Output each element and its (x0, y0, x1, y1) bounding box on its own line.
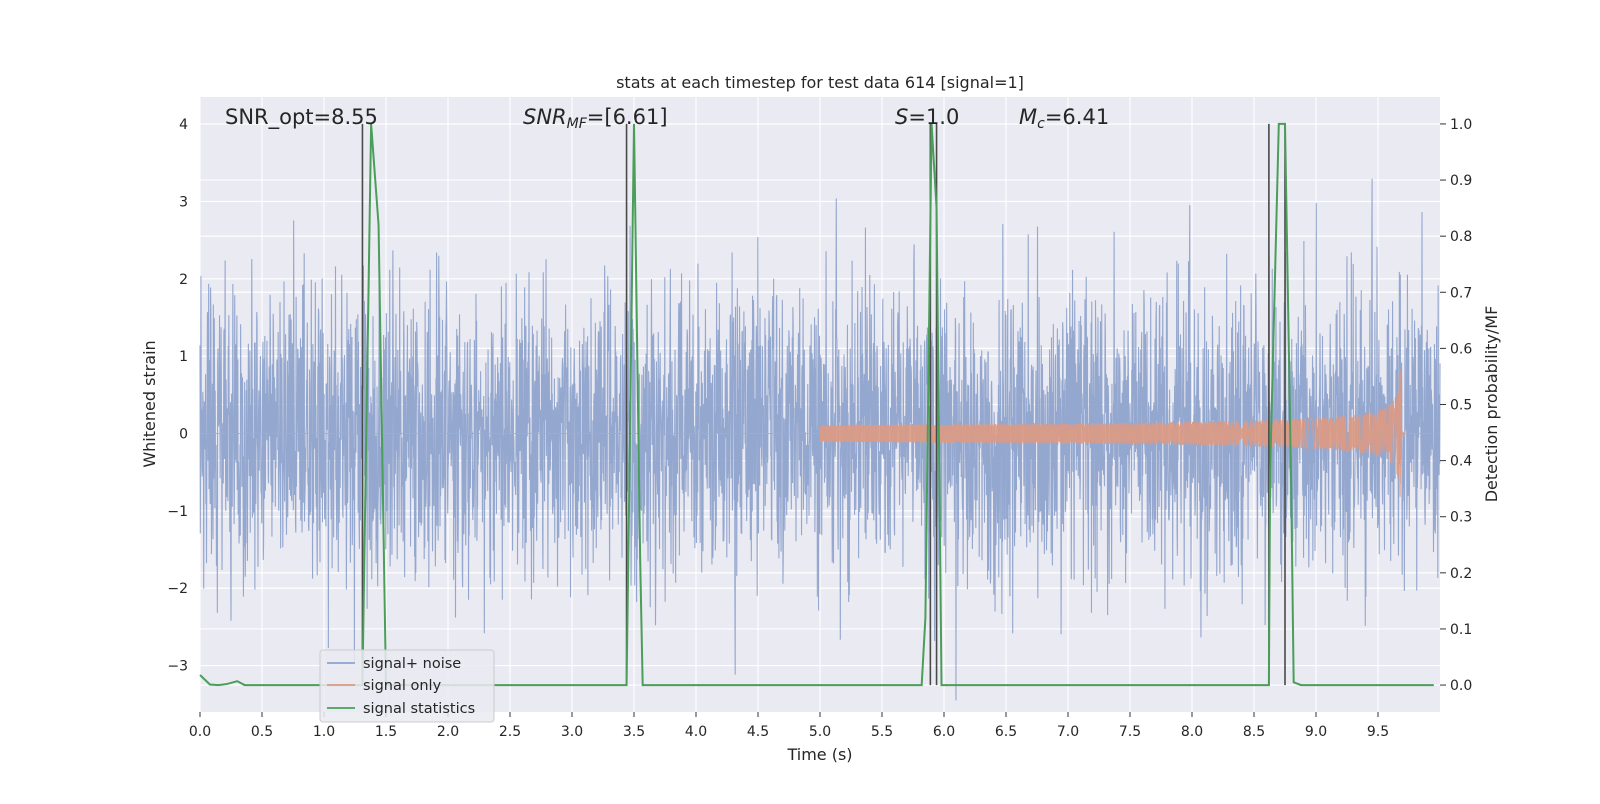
x-tick-label: 2.5 (499, 724, 521, 740)
x-tick-label: 0.0 (189, 724, 211, 740)
signal-plus-noise-line (199, 178, 1441, 701)
x-tick-label: 9.0 (1305, 724, 1327, 740)
signal-only-line (200, 369, 1441, 497)
annotation-snr-mf-sub: MF (567, 116, 588, 132)
annotation-mc: Mc=6.41 (1019, 105, 1109, 132)
y-tick-label-left: 4 (179, 117, 188, 133)
ticks: 0.0 0.5 1.0 1.5 2.0 2.5 3.0 3.5 4.0 4.5 5.0 5.5 6.0 6… (167, 117, 1472, 740)
x-axis-label: Time (s) (786, 745, 852, 764)
annotation-s-value: =1.0 (908, 105, 959, 129)
x-tick-label: 5.5 (871, 724, 893, 740)
annotation-snr-opt: SNR_opt=8.55 (225, 105, 378, 130)
y-tick-label-left: −1 (167, 504, 188, 520)
annotation-s: S=1.0 (895, 105, 959, 129)
y-tick-label-right: 0.5 (1450, 398, 1472, 414)
annotation-mc-sub: c (1037, 116, 1045, 132)
annotation-mc-value: =6.41 (1045, 105, 1109, 129)
annotation-snr-mf-main: SNR (523, 105, 567, 129)
x-tick-label: 6.5 (995, 724, 1017, 740)
y-tick-label-right: 0.3 (1450, 510, 1472, 526)
y-tick-label-right: 0.7 (1450, 285, 1472, 301)
x-tick-label: 2.0 (437, 724, 459, 740)
x-tick-label: 8.5 (1243, 724, 1265, 740)
y-tick-label-right: 0.9 (1450, 173, 1472, 189)
legend-label-signal-only: signal only (363, 678, 442, 694)
y-tick-label-right: 0.0 (1450, 678, 1472, 694)
x-tick-label: 7.5 (1119, 724, 1141, 740)
series-signal-only (200, 369, 1441, 497)
annotation-snr-mf-value: =[6.61] (587, 105, 668, 129)
signal-statistics-line (199, 122, 1434, 687)
annotation-s-main: S (895, 105, 908, 129)
y-tick-label-left: 2 (179, 272, 188, 288)
legend-label-signal-plus-noise: signal+ noise (363, 656, 461, 672)
y-tick-label-left: 0 (179, 427, 188, 443)
annotation-snr-mf: SNRMF=[6.61] (523, 105, 668, 132)
y-axis-label-right: Detection probability/MF (1482, 306, 1501, 503)
legend: signal+ noise signal only signal statist… (319, 649, 495, 723)
x-tick-label: 5.0 (809, 724, 831, 740)
x-tick-label: 3.0 (561, 724, 583, 740)
y-tick-label-right: 0.8 (1450, 229, 1472, 245)
y-tick-label-right: 0.6 (1450, 341, 1472, 357)
chart-title: stats at each timestep for test data 614… (616, 73, 1024, 92)
y-tick-label-right: 0.2 (1450, 566, 1472, 582)
y-axis-label-left: Whitened strain (140, 340, 159, 467)
y-tick-label-right: 1.0 (1450, 117, 1472, 133)
x-tick-label: 4.0 (685, 724, 707, 740)
x-tick-label: 7.0 (1057, 724, 1079, 740)
series-signal-statistics (199, 122, 1434, 687)
x-tick-label: 4.5 (747, 724, 769, 740)
x-tick-label: 0.5 (251, 724, 273, 740)
y-tick-label-left: −3 (167, 659, 188, 675)
y-tick-label-left: −2 (167, 581, 188, 597)
x-tick-label: 1.0 (313, 724, 335, 740)
legend-box (319, 649, 495, 723)
x-tick-label: 1.5 (375, 724, 397, 740)
x-tick-label: 9.5 (1367, 724, 1389, 740)
y-tick-label-left: 3 (179, 194, 188, 210)
x-tick-label: 8.0 (1181, 724, 1203, 740)
y-tick-label-right: 0.4 (1450, 454, 1472, 470)
annotation-mc-main: M (1019, 105, 1037, 129)
y-tick-label-right: 0.1 (1450, 622, 1472, 638)
x-tick-label: 6.0 (933, 724, 955, 740)
y-tick-label-left: 1 (179, 349, 188, 365)
legend-label-signal-statistics: signal statistics (363, 701, 475, 717)
x-tick-label: 3.5 (623, 724, 645, 740)
series-signal-plus-noise (199, 178, 1441, 701)
